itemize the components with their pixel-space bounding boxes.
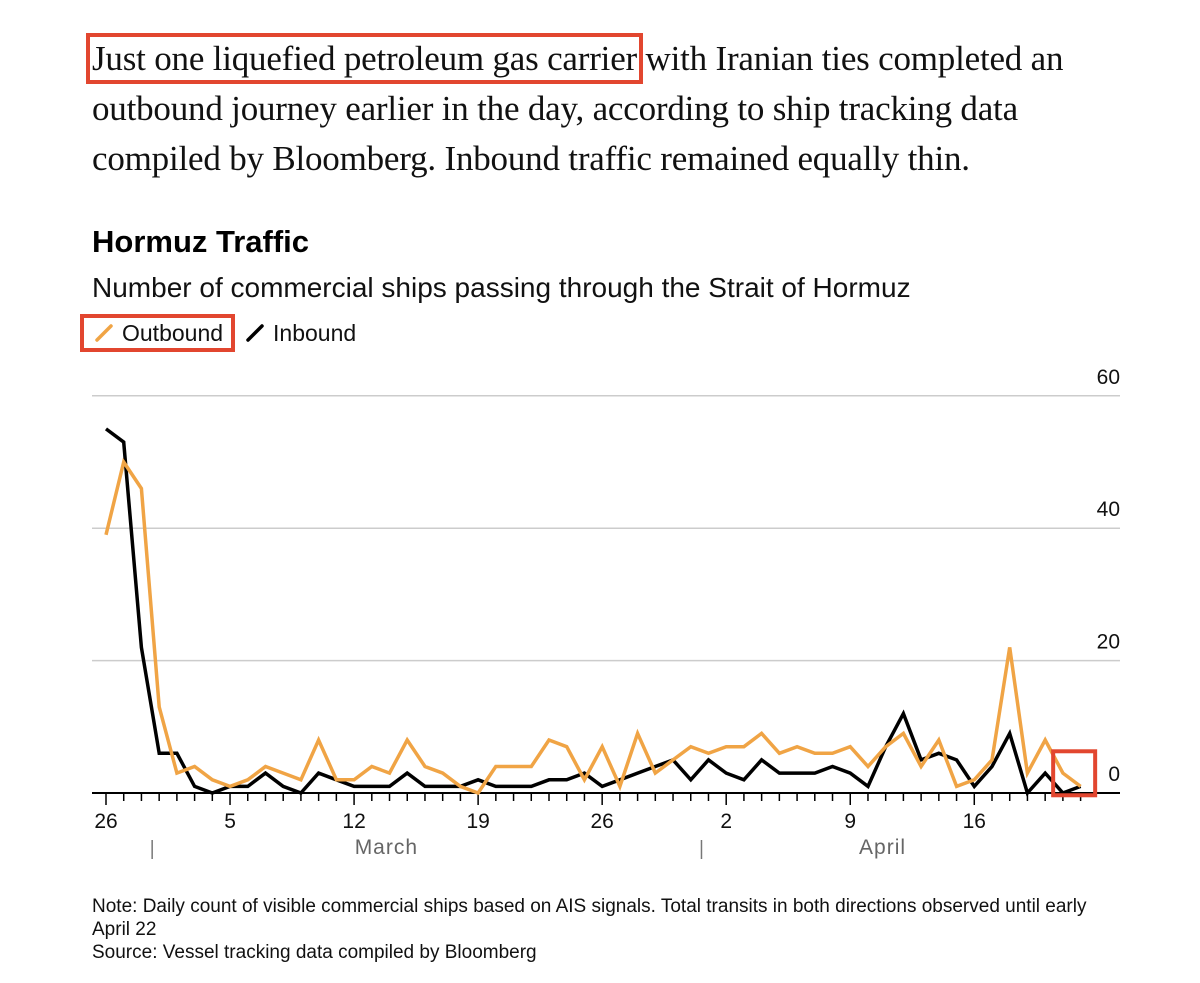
legend-label-outbound: Outbound	[122, 319, 224, 346]
y-tick-label: 40	[1097, 498, 1120, 521]
paragraph-text: with Iranian ties completed an outbound …	[92, 39, 1064, 178]
x-tick-label: 16	[963, 810, 986, 833]
x-axis: 26 5 12 19 26 2 9 16 March April	[92, 792, 1120, 859]
x-tick-label: 19	[466, 810, 489, 833]
outbound-line	[104, 457, 1082, 796]
y-axis-labels: 0 20 40 60	[1097, 366, 1120, 786]
article-paragraph: Just one liquefied petroleum gas carrier…	[86, 33, 1132, 184]
highlighted-phrase: Just one liquefied petroleum gas carrier	[86, 33, 643, 84]
line-chart: 0 20 40 60 26 5 12 19 26 2 9 16 March April	[92, 366, 1120, 859]
legend-item-inbound[interactable]: Inbound	[235, 314, 364, 352]
month-label: March	[355, 836, 418, 859]
legend-item-outbound[interactable]: Outbound	[80, 314, 236, 352]
chart-title: Hormuz Traffic	[92, 224, 310, 259]
month-label: April	[859, 836, 906, 859]
chart-source: Source: Vessel tracking data compiled by…	[92, 942, 537, 963]
y-tick-label: 60	[1097, 366, 1120, 389]
x-tick-label: 26	[94, 810, 117, 833]
x-tick-label: 9	[844, 810, 856, 833]
black-line-icon	[246, 324, 264, 342]
x-tick-label: 5	[224, 810, 236, 833]
gridlines	[92, 395, 1120, 662]
orange-line-icon	[95, 324, 113, 342]
chart-footer: Note: Daily count of visible commercial …	[92, 895, 1102, 964]
x-tick-label: 12	[342, 810, 365, 833]
inbound-line	[104, 427, 1082, 797]
chart-legend: Outbound Inbound	[80, 313, 364, 353]
y-tick-label: 0	[1108, 763, 1120, 786]
chart-note: Note: Daily count of visible commercial …	[92, 896, 1087, 940]
y-tick-label: 20	[1097, 631, 1120, 654]
x-tick-label: 2	[720, 810, 732, 833]
x-tick-label: 26	[590, 810, 613, 833]
legend-label-inbound: Inbound	[273, 319, 357, 346]
highlight-box	[1051, 749, 1098, 798]
chart-subtitle: Number of commercial ships passing throu…	[92, 272, 911, 303]
